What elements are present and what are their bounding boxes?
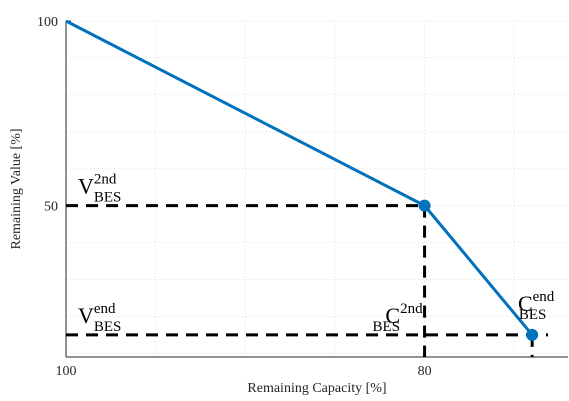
- annotation-sup: end: [94, 301, 116, 317]
- x-axis-label: Remaining Capacity [%]: [247, 381, 386, 396]
- marker: [418, 199, 431, 212]
- annotation-sub: BES: [519, 307, 547, 323]
- y-axis-label: Remaining Value [%]: [9, 128, 24, 249]
- annotation-sup: end: [533, 289, 555, 305]
- annotation-main: C: [518, 291, 533, 316]
- annotation: Cend BES: [518, 289, 555, 323]
- x-tick-label: 100: [56, 364, 77, 379]
- x-tick-label: 80: [418, 364, 432, 379]
- annotation-text: C2nd BES: [373, 301, 424, 335]
- annotation-sub: BES: [373, 319, 401, 335]
- annotation: V2nd BES: [78, 172, 121, 206]
- annotation-sup: 2nd: [94, 172, 117, 188]
- y-tick-label: 100: [37, 15, 58, 30]
- marker: [526, 328, 539, 341]
- annotation-sub: BES: [94, 319, 122, 335]
- annotation-text: Cend BES: [518, 289, 555, 323]
- annotation: C2nd BES: [373, 301, 424, 335]
- annotation-sub: BES: [94, 190, 122, 206]
- annotation-main: V: [78, 174, 94, 199]
- annotation: Vend BES: [78, 301, 121, 335]
- y-tick-label: 50: [44, 200, 58, 215]
- annotation-text: Vend BES: [78, 301, 121, 335]
- annotation-main: V: [78, 303, 94, 328]
- annotation-text: V2nd BES: [78, 172, 121, 206]
- annotation-main: C: [385, 303, 400, 328]
- annotation-sup: 2nd: [400, 301, 423, 317]
